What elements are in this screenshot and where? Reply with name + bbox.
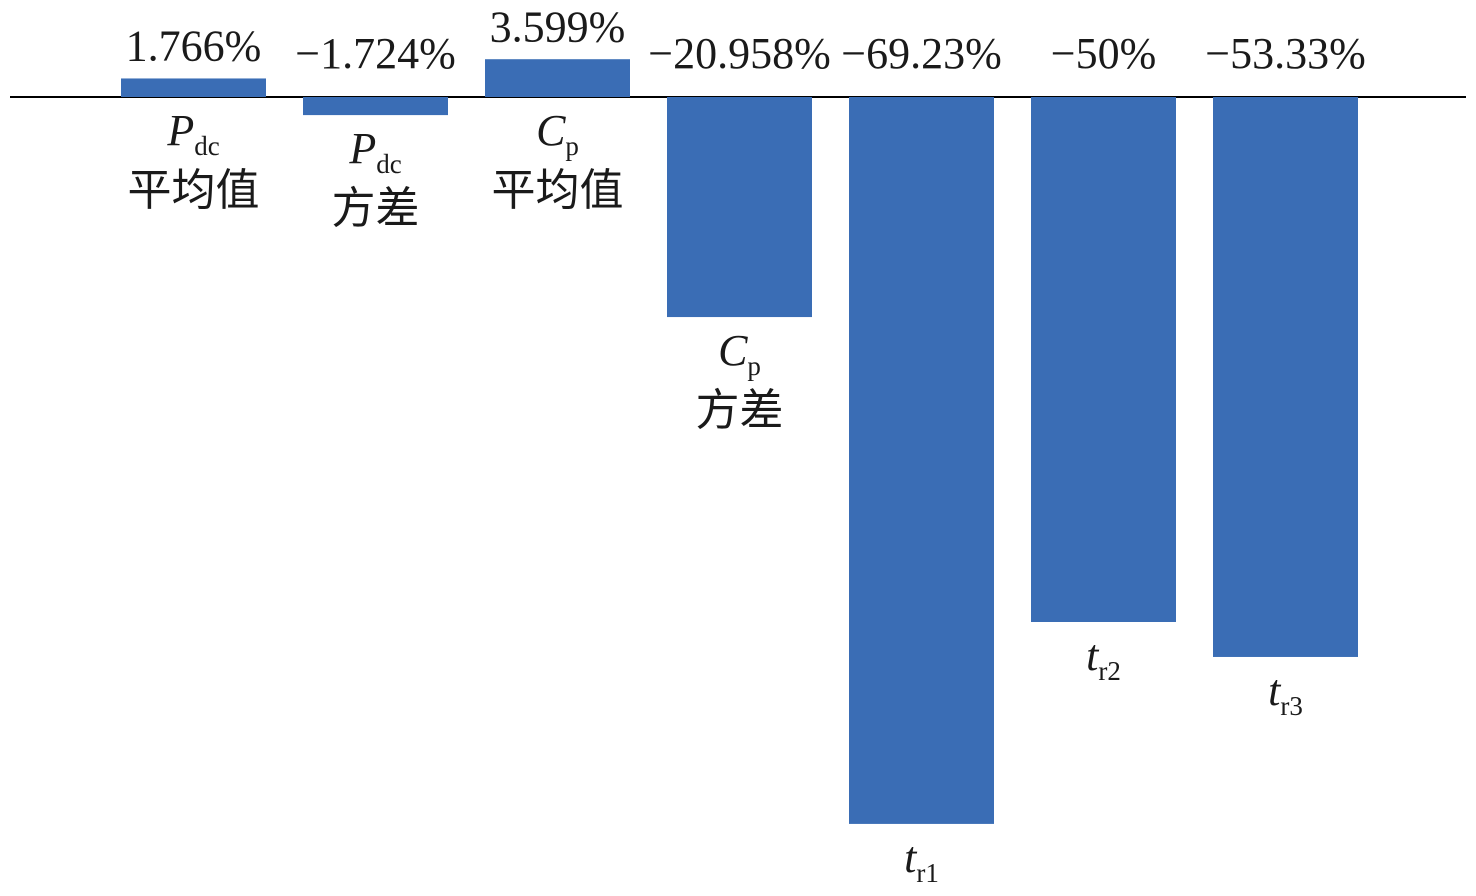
category-label: Cp (536, 106, 579, 161)
category-symbol: t (1268, 666, 1282, 715)
category-subscript: r2 (1098, 656, 1121, 686)
bar (485, 59, 630, 97)
bar (303, 97, 448, 116)
bar (121, 78, 266, 97)
bar (849, 97, 994, 824)
category-text: 平均值 (128, 166, 260, 215)
category-symbol: P (166, 106, 194, 155)
bar (667, 97, 812, 318)
category-symbol: t (1086, 631, 1100, 680)
category-symbol: P (348, 124, 376, 173)
value-label: −50% (1051, 29, 1156, 78)
category-subscript: r1 (916, 858, 939, 888)
category-label: Pdc (348, 124, 401, 179)
category-label: Pdc (166, 106, 219, 161)
value-label: −1.724% (295, 29, 455, 78)
category-label: tr3 (1268, 666, 1303, 721)
category-subscript: p (565, 131, 579, 161)
category-label: tr1 (904, 833, 939, 888)
category-text: 平均值 (492, 166, 624, 215)
category-subscript: dc (376, 149, 402, 179)
value-label: −69.23% (841, 29, 1001, 78)
category-subscript: dc (194, 131, 220, 161)
category-label: Cp (718, 326, 761, 381)
category-symbol: C (536, 106, 566, 155)
category-label: tr2 (1086, 631, 1121, 686)
value-label: 3.599% (490, 2, 626, 51)
category-text: 方差 (696, 386, 784, 435)
bar (1031, 97, 1176, 622)
bar (1213, 97, 1358, 657)
value-label: 1.766% (126, 22, 262, 71)
category-symbol: t (904, 833, 918, 882)
value-label: −53.33% (1205, 29, 1365, 78)
category-subscript: p (747, 351, 761, 381)
category-subscript: r3 (1280, 691, 1303, 721)
category-text: 方差 (332, 184, 420, 233)
category-symbol: C (718, 326, 748, 375)
value-label: −20.958% (648, 29, 830, 78)
